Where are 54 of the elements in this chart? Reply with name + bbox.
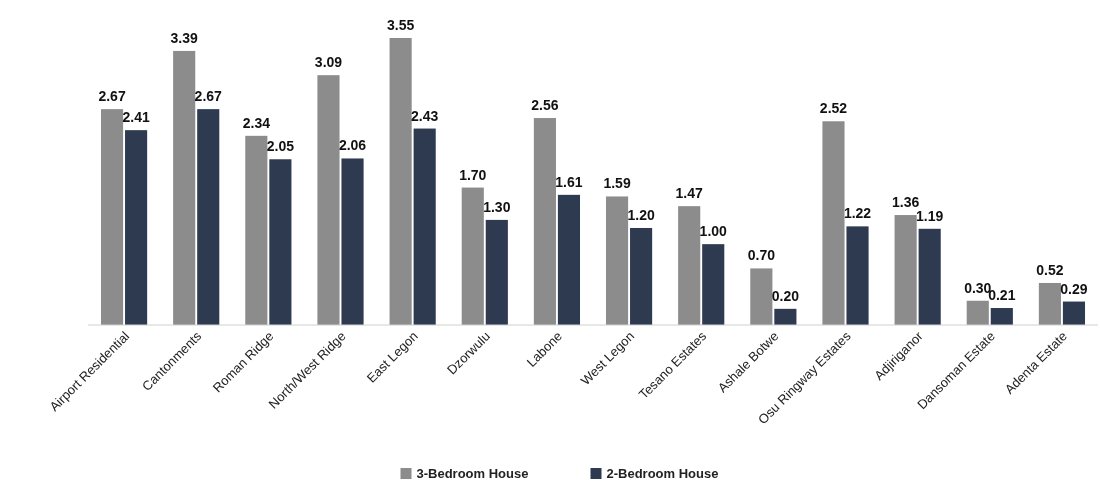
bar xyxy=(389,38,412,325)
bar xyxy=(245,135,268,325)
bar xyxy=(750,268,773,325)
data-label: 2.52 xyxy=(819,100,848,117)
bar xyxy=(317,75,340,325)
bar xyxy=(173,50,196,325)
data-label: 2.43 xyxy=(411,107,439,124)
data-label: 3.09 xyxy=(314,54,343,71)
data-label: 3.55 xyxy=(386,17,415,33)
data-label: 0.70 xyxy=(747,247,776,264)
data-label: 2.56 xyxy=(531,97,559,114)
bar xyxy=(605,196,629,325)
bar xyxy=(678,206,701,325)
bar xyxy=(461,187,484,325)
bar xyxy=(341,158,364,325)
data-label: 2.06 xyxy=(338,137,367,154)
bar xyxy=(894,215,917,325)
data-label: 1.59 xyxy=(603,175,631,192)
bar xyxy=(774,308,797,325)
bar xyxy=(918,228,941,325)
data-label: 1.20 xyxy=(627,206,655,223)
data-label: 2.34 xyxy=(242,114,271,131)
data-label: 2.67 xyxy=(194,88,223,105)
data-label: 1.61 xyxy=(555,173,583,190)
data-label: 1.70 xyxy=(459,166,487,183)
data-label: 1.00 xyxy=(699,223,728,240)
bar xyxy=(533,118,556,325)
data-label: 2.67 xyxy=(98,88,126,105)
bar xyxy=(125,130,148,325)
legend-label: 2-Bedroom House xyxy=(606,466,719,481)
bar xyxy=(269,159,292,325)
legend-label: 3-Bedroom House xyxy=(416,466,529,481)
data-label: 1.30 xyxy=(483,198,511,215)
data-label: 1.22 xyxy=(843,205,872,222)
bar xyxy=(702,244,725,325)
data-label: 3.39 xyxy=(170,29,199,46)
bar xyxy=(990,308,1013,325)
bar xyxy=(100,109,124,325)
bar xyxy=(413,128,436,325)
data-label: 1.47 xyxy=(675,185,704,202)
bar xyxy=(557,194,581,325)
data-label: 0.52 xyxy=(1036,261,1064,278)
bar xyxy=(485,219,508,325)
bar xyxy=(966,300,989,325)
data-label: 2.05 xyxy=(266,138,295,155)
bar xyxy=(630,227,653,325)
bar xyxy=(1038,282,1061,325)
bar xyxy=(1062,301,1086,325)
data-label: 2.41 xyxy=(122,109,150,126)
bar xyxy=(846,226,869,325)
data-label: 0.20 xyxy=(771,287,800,304)
bar xyxy=(822,121,845,325)
bar xyxy=(197,109,220,325)
data-label: 0.29 xyxy=(1060,280,1088,297)
